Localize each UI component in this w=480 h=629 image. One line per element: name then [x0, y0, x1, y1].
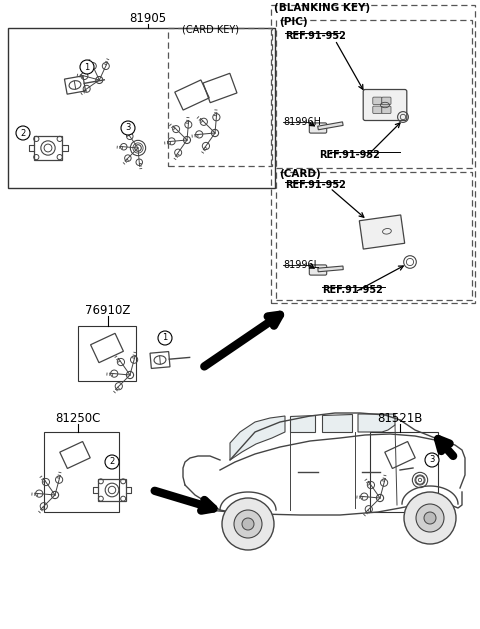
Bar	[98, 479, 126, 501]
Polygon shape	[230, 416, 285, 460]
Polygon shape	[318, 122, 343, 130]
Bar	[271, 5, 475, 303]
Bar	[8, 28, 275, 188]
Circle shape	[222, 498, 274, 550]
Text: (CARD): (CARD)	[279, 169, 321, 179]
Text: (BLANKING KEY): (BLANKING KEY)	[274, 3, 370, 13]
Polygon shape	[318, 266, 343, 272]
Text: (PIC): (PIC)	[279, 17, 308, 27]
Text: (CARD KEY): (CARD KEY)	[181, 25, 239, 35]
Bar	[168, 28, 272, 166]
Bar	[276, 20, 472, 168]
Text: 81996H: 81996H	[283, 117, 321, 127]
Text: REF.91-952: REF.91-952	[285, 180, 346, 190]
Circle shape	[424, 512, 436, 524]
FancyBboxPatch shape	[382, 106, 391, 113]
Bar	[34, 136, 62, 160]
Circle shape	[242, 518, 254, 530]
Circle shape	[80, 60, 94, 74]
Text: 2: 2	[20, 128, 25, 138]
Polygon shape	[358, 414, 395, 432]
Circle shape	[404, 492, 456, 544]
Text: REF.91-952: REF.91-952	[319, 150, 380, 160]
Text: 2: 2	[109, 457, 115, 467]
Text: 3: 3	[429, 455, 435, 464]
Text: 3: 3	[125, 123, 131, 133]
Text: 81250C: 81250C	[55, 411, 101, 425]
FancyBboxPatch shape	[309, 265, 327, 275]
Polygon shape	[290, 415, 315, 432]
Circle shape	[121, 121, 135, 135]
Circle shape	[158, 331, 172, 345]
Bar	[276, 172, 472, 300]
Circle shape	[416, 504, 444, 532]
Text: 81521B: 81521B	[377, 411, 423, 425]
Circle shape	[425, 453, 439, 467]
Circle shape	[234, 510, 262, 538]
FancyBboxPatch shape	[363, 89, 407, 121]
Polygon shape	[360, 215, 405, 249]
Circle shape	[16, 126, 30, 140]
Text: 81905: 81905	[130, 11, 167, 25]
Bar	[78, 326, 136, 381]
Text: 76910Z: 76910Z	[85, 304, 131, 316]
Text: REF.91-952: REF.91-952	[285, 31, 346, 41]
Text: 1: 1	[84, 62, 90, 72]
Bar	[370, 432, 438, 512]
Circle shape	[105, 455, 119, 469]
FancyBboxPatch shape	[309, 123, 327, 133]
Text: 81996L: 81996L	[283, 260, 319, 270]
Polygon shape	[322, 414, 352, 432]
Text: REF.91-952: REF.91-952	[322, 285, 383, 295]
FancyBboxPatch shape	[373, 97, 382, 104]
Bar	[44, 432, 119, 512]
Text: 1: 1	[162, 333, 168, 343]
FancyBboxPatch shape	[373, 106, 382, 113]
FancyBboxPatch shape	[382, 97, 391, 104]
